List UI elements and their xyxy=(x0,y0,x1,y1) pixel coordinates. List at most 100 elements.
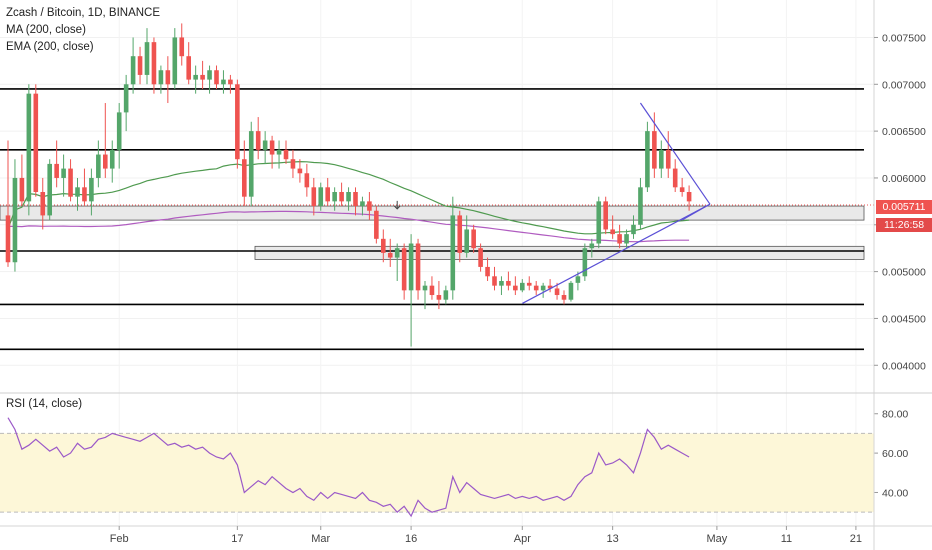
candle-down xyxy=(436,295,442,300)
time-tick-label: May xyxy=(707,533,728,545)
price-tick-label: 0.004500 xyxy=(882,313,926,325)
time-tick-label: Apr xyxy=(514,533,531,545)
candle-down xyxy=(255,131,261,150)
candle-up xyxy=(12,177,18,263)
candle-up xyxy=(596,201,602,244)
candle-up xyxy=(276,149,282,155)
candle-up xyxy=(631,224,636,235)
candle-down xyxy=(290,159,296,169)
candle-up xyxy=(408,243,414,291)
candle-down xyxy=(547,285,553,289)
candle-down xyxy=(686,192,692,202)
candlesticks xyxy=(5,23,692,347)
candle-down xyxy=(325,187,330,202)
candle-down xyxy=(304,173,310,188)
descending-trendline xyxy=(639,102,711,205)
time-tick-label: Feb xyxy=(110,533,129,545)
candle-up xyxy=(464,229,469,253)
candle-down xyxy=(429,285,435,296)
candle-up xyxy=(61,168,66,178)
support-zone xyxy=(254,245,865,260)
candle-down xyxy=(242,159,247,197)
candle-up xyxy=(172,37,178,85)
ema-legend: EMA (200, close) xyxy=(6,41,94,53)
candle-up xyxy=(144,42,150,75)
price-tick-label: 0.005000 xyxy=(882,267,926,279)
candle-down xyxy=(5,215,11,263)
candle-down xyxy=(179,37,185,57)
candle-up xyxy=(193,74,198,80)
candle-down xyxy=(68,168,73,197)
rsi-pane: 40.00 60.00 80.00 xyxy=(0,409,908,518)
time-tick-label: 13 xyxy=(607,533,619,545)
trendline-drawings xyxy=(393,102,711,304)
candle-up xyxy=(346,192,351,202)
candle-up xyxy=(582,248,588,277)
candle-down xyxy=(652,131,657,169)
candle-down xyxy=(610,229,615,235)
candle-down xyxy=(228,79,233,85)
candle-up xyxy=(332,192,337,202)
candle-down xyxy=(554,288,560,296)
candle-down xyxy=(603,201,608,230)
candle-down xyxy=(54,163,59,178)
candle-down xyxy=(457,215,463,253)
candle-down xyxy=(137,56,143,75)
time-tick-label: 17 xyxy=(231,533,243,545)
time-tick-label: 11 xyxy=(781,533,792,545)
candle-up xyxy=(645,131,650,188)
candle-up xyxy=(248,131,254,197)
candle-up xyxy=(540,285,546,291)
candle-up xyxy=(116,112,122,150)
candle-down xyxy=(679,187,685,192)
candle-down xyxy=(526,282,532,286)
candle-down xyxy=(387,252,393,258)
candle-up xyxy=(624,234,629,244)
ema-200-line xyxy=(8,210,690,243)
rsi-tick-label: 40.00 xyxy=(882,487,908,499)
rsi-tick-label: 60.00 xyxy=(882,448,908,460)
indicator-lines xyxy=(7,160,690,243)
candle-down xyxy=(471,229,476,249)
candle-up xyxy=(360,201,365,207)
candle-down xyxy=(269,140,275,155)
candle-down xyxy=(485,266,490,277)
candle-down xyxy=(214,70,219,85)
candle-up xyxy=(520,282,525,291)
candle-up xyxy=(221,79,226,85)
candle-down xyxy=(506,280,511,286)
candle-up xyxy=(443,290,449,300)
candle-up xyxy=(207,70,212,80)
support-zone xyxy=(0,205,865,221)
candle-up xyxy=(450,215,456,291)
rsi-band xyxy=(0,433,874,513)
candle-up xyxy=(109,149,115,169)
ma-200-line xyxy=(7,160,690,235)
candle-up xyxy=(262,140,268,150)
symbol-title: Zcash / Bitcoin, 1D, BINANCE xyxy=(6,7,161,19)
price-tick-label: 0.007000 xyxy=(882,79,926,91)
candle-down xyxy=(513,285,518,291)
candle-up xyxy=(158,70,164,85)
candle-down xyxy=(82,187,87,202)
candle-down xyxy=(200,74,205,80)
candle-down xyxy=(478,248,483,267)
horizontal-levels xyxy=(0,88,874,351)
candle-down xyxy=(533,285,539,291)
candle-down xyxy=(19,177,25,202)
candle-down xyxy=(165,70,171,85)
candle-down xyxy=(367,201,372,211)
last-price-tag: 0.005711 xyxy=(876,200,932,214)
rsi-line xyxy=(7,417,690,518)
candle-up xyxy=(75,187,80,197)
candle-up xyxy=(568,282,574,300)
candle-down xyxy=(186,56,191,80)
candle-up xyxy=(422,285,428,291)
candle-down xyxy=(672,168,678,188)
candle-down xyxy=(381,238,386,253)
candle-down xyxy=(235,84,240,160)
candle-down xyxy=(339,192,344,202)
candle-down xyxy=(665,149,671,169)
candle-up xyxy=(394,248,400,258)
